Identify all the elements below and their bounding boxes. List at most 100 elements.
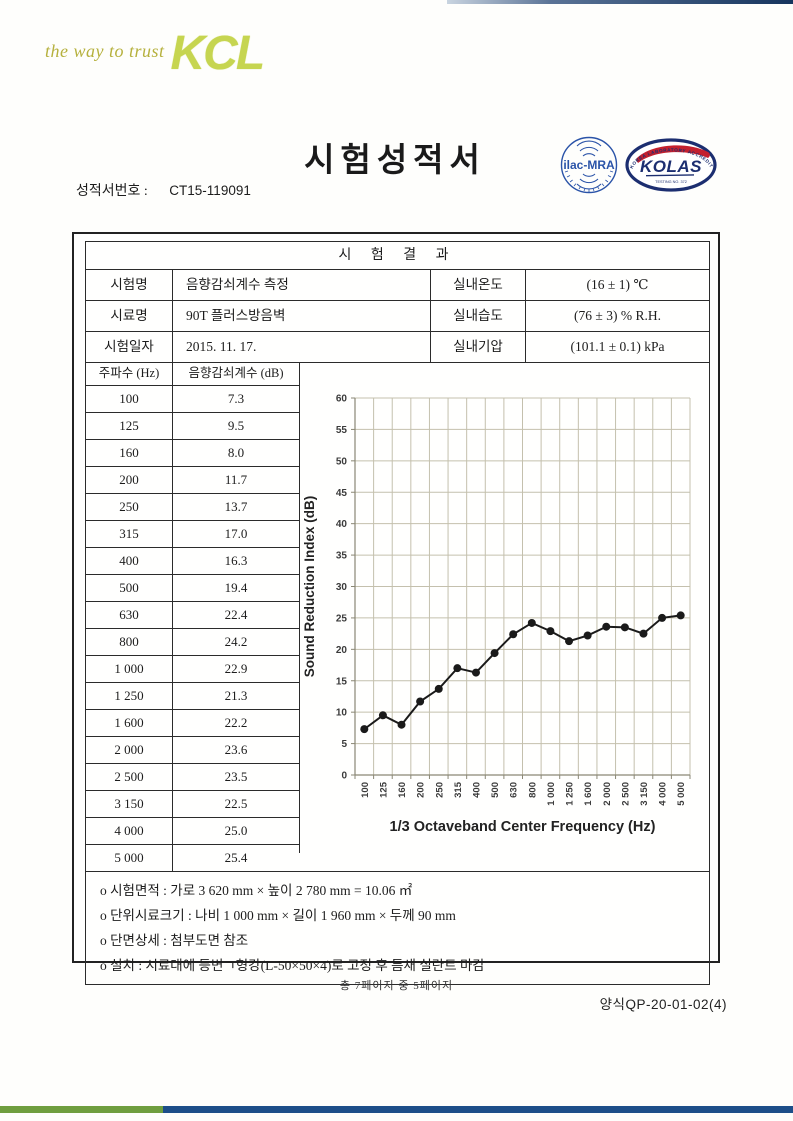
results-outer-box: 시 험 결 과 시험명 음향감쇠계수 측정 실내온도 (16 ± 1) ℃ 시료… bbox=[72, 232, 720, 985]
value-cell: 21.3 bbox=[224, 688, 248, 703]
value-cell: 16.3 bbox=[224, 553, 248, 568]
value-cell: 22.9 bbox=[224, 661, 248, 676]
svg-text:40: 40 bbox=[336, 519, 348, 530]
kolas-sub-label: TESTING NO. 372 bbox=[655, 180, 687, 184]
value-cell: 23.5 bbox=[224, 769, 248, 784]
table-row: 4 000 25.0 bbox=[86, 818, 299, 845]
kolas-label: KOLAS bbox=[640, 157, 702, 176]
env-value: (16 ± 1) ℃ bbox=[586, 277, 649, 292]
frequency-cell: 4 000 bbox=[86, 818, 173, 844]
env-value: (76 ± 3) % R.H. bbox=[574, 308, 661, 323]
svg-text:5: 5 bbox=[341, 739, 347, 750]
value-cell: 13.7 bbox=[224, 499, 248, 514]
svg-text:400: 400 bbox=[471, 782, 482, 798]
table-row: 160 8.0 bbox=[86, 440, 299, 467]
table-row: 2 000 23.6 bbox=[86, 737, 299, 764]
value-cell: 17.0 bbox=[224, 526, 248, 541]
value-cell: 23.6 bbox=[224, 742, 248, 757]
svg-text:55: 55 bbox=[336, 425, 348, 436]
svg-text:10: 10 bbox=[336, 708, 348, 719]
note-line: o 시험면적 : 가로 3 620 mm × 높이 2 780 mm = 10.… bbox=[100, 883, 413, 898]
table-row: 250 13.7 bbox=[86, 494, 299, 521]
frequency-cell: 315 bbox=[86, 521, 173, 547]
table-row: 100 7.3 bbox=[86, 386, 299, 413]
svg-text:125: 125 bbox=[378, 781, 389, 798]
svg-text:1/3 Octaveband Center Frequenc: 1/3 Octaveband Center Frequency (Hz) bbox=[390, 819, 656, 835]
table-row: 630 22.4 bbox=[86, 602, 299, 629]
table-row: 125 9.5 bbox=[86, 413, 299, 440]
test-info-row: 시험명 음향감쇠계수 측정 실내온도 (16 ± 1) ℃ bbox=[86, 270, 709, 301]
report-number-label: 성적서번호 : bbox=[76, 184, 148, 199]
svg-text:1 250: 1 250 bbox=[565, 782, 576, 806]
frequency-cell: 160 bbox=[86, 440, 173, 466]
test-info-rows: 시험명 음향감쇠계수 측정 실내온도 (16 ± 1) ℃ 시료명 90T 플러… bbox=[86, 270, 709, 363]
results-section-title: 시 험 결 과 bbox=[86, 242, 709, 270]
value-column-header: 음향감쇠계수 (dB) bbox=[188, 366, 284, 380]
svg-text:0: 0 bbox=[341, 771, 347, 782]
info-value: 90T 플러스방음벽 bbox=[173, 301, 431, 331]
results-table: 시 험 결 과 시험명 음향감쇠계수 측정 실내온도 (16 ± 1) ℃ 시료… bbox=[85, 241, 710, 985]
frequency-cell: 200 bbox=[86, 467, 173, 493]
table-row: 400 16.3 bbox=[86, 548, 299, 575]
svg-text:15: 15 bbox=[336, 676, 348, 687]
value-cell: 11.7 bbox=[224, 472, 248, 487]
info-value: 음향감쇠계수 측정 bbox=[173, 270, 431, 300]
kolas-logo-icon: KOREA LABORATORY ACCREDITATION SCHEME KO… bbox=[624, 137, 717, 192]
svg-text:2 000: 2 000 bbox=[602, 782, 613, 806]
frequency-cell: 2 000 bbox=[86, 737, 173, 763]
value-cell: 25.4 bbox=[224, 850, 248, 865]
table-row: 315 17.0 bbox=[86, 521, 299, 548]
env-value: (101.1 ± 0.1) kPa bbox=[570, 339, 665, 354]
table-row: 1 000 22.9 bbox=[86, 656, 299, 683]
value-cell: 7.3 bbox=[227, 391, 245, 406]
info-label: 시험명 bbox=[86, 270, 173, 300]
sound-reduction-chart: 0 5 10 15 20 25 30 35 40 45 50 55 60 100 125 160 200 250 3… bbox=[302, 394, 691, 835]
bottom-bar-green-segment bbox=[0, 1106, 163, 1113]
env-label: 실내습도 bbox=[431, 301, 526, 331]
test-info-row: 시험일자 2015. 11. 17. 실내기압 (101.1 ± 0.1) kP… bbox=[86, 332, 709, 363]
frequency-cell: 250 bbox=[86, 494, 173, 520]
frequency-cell: 5 000 bbox=[86, 845, 173, 871]
svg-text:20: 20 bbox=[336, 645, 348, 656]
brand-tagline: the way to trust bbox=[45, 41, 165, 61]
kcl-brand: the way to trust KCL bbox=[45, 27, 266, 80]
chart-area: 0 5 10 15 20 25 30 35 40 45 50 55 60 100 125 160 200 250 3… bbox=[299, 363, 709, 853]
table-row: 1 250 21.3 bbox=[86, 683, 299, 710]
svg-text:60: 60 bbox=[336, 394, 348, 405]
value-cell: 22.4 bbox=[224, 607, 248, 622]
note-line: o 설치 : 시료대에 등변ㄱ형강(L-50×50×4)로 고정 후 틈새 실란… bbox=[100, 958, 485, 973]
value-cell: 24.2 bbox=[224, 634, 248, 649]
value-cell: 19.4 bbox=[224, 580, 248, 595]
table-row: 1 600 22.2 bbox=[86, 710, 299, 737]
table-row: 3 150 22.5 bbox=[86, 791, 299, 818]
info-label: 시험일자 bbox=[86, 332, 173, 362]
svg-text:160: 160 bbox=[397, 782, 408, 798]
info-value: 2015. 11. 17. bbox=[173, 332, 431, 362]
frequency-cell: 800 bbox=[86, 629, 173, 655]
ilac-mra-logo-icon: ilac-MRA bbox=[560, 136, 618, 194]
svg-text:250: 250 bbox=[434, 782, 445, 798]
frequency-table-body: 100 7.3 125 9.5 160 8.0 200 11.7 250 13.… bbox=[86, 386, 299, 871]
svg-text:1 600: 1 600 bbox=[583, 782, 594, 806]
frequency-cell: 1 600 bbox=[86, 710, 173, 736]
frequency-cell: 400 bbox=[86, 548, 173, 574]
svg-text:100: 100 bbox=[360, 782, 371, 798]
kcl-logo: KCL bbox=[170, 27, 266, 80]
frequency-cell: 3 150 bbox=[86, 791, 173, 817]
value-cell: 25.0 bbox=[224, 823, 248, 838]
test-notes: o 시험면적 : 가로 3 620 mm × 높이 2 780 mm = 10.… bbox=[86, 871, 709, 984]
test-info-row: 시료명 90T 플러스방음벽 실내습도 (76 ± 3) % R.H. bbox=[86, 301, 709, 332]
report-number: 성적서번호 : CT15-119091 bbox=[76, 180, 251, 200]
value-cell: 9.5 bbox=[227, 418, 245, 433]
frequency-cell: 1 000 bbox=[86, 656, 173, 682]
svg-text:4 000: 4 000 bbox=[658, 782, 669, 806]
svg-text:45: 45 bbox=[336, 488, 348, 499]
svg-text:500: 500 bbox=[490, 782, 501, 798]
table-row: 5 000 25.4 bbox=[86, 845, 299, 871]
certification-logos: ilac-MRA KOREA LABORATORY ACCREDITATION … bbox=[558, 134, 718, 196]
value-cell: 8.0 bbox=[227, 445, 245, 460]
table-row: 200 11.7 bbox=[86, 467, 299, 494]
table-row: 800 24.2 bbox=[86, 629, 299, 656]
ilac-mra-label: ilac-MRA bbox=[563, 158, 615, 172]
svg-text:35: 35 bbox=[336, 551, 348, 562]
